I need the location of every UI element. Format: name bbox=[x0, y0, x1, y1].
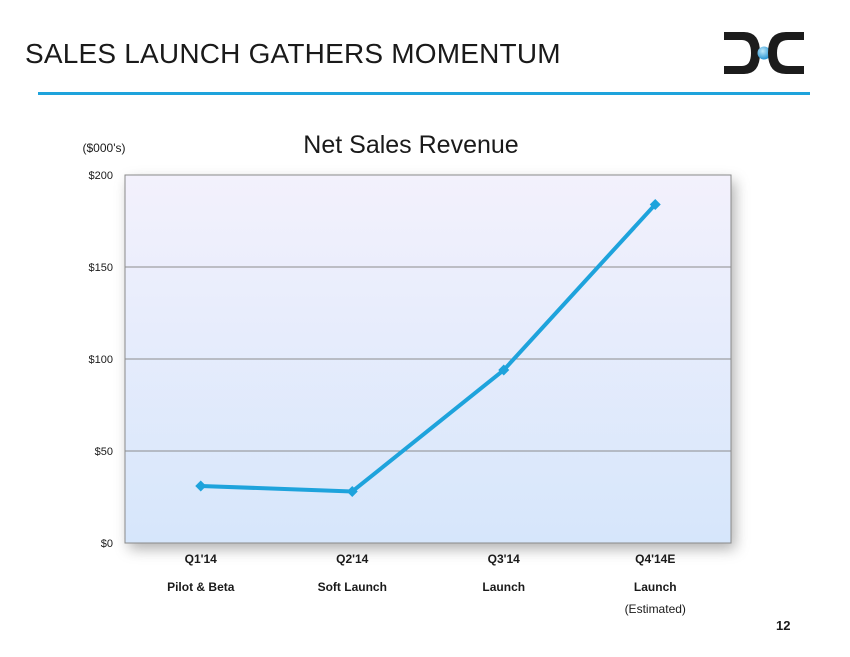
x-tick-label: Q3'14 bbox=[488, 552, 521, 566]
x-tick-label: Q4'14E bbox=[635, 552, 675, 566]
x-phase-label: Soft Launch bbox=[318, 580, 387, 594]
slide-title: SALES LAUNCH GATHERS MOMENTUM bbox=[25, 38, 561, 69]
plot-area bbox=[124, 174, 735, 549]
x-axis: Q1'14 Pilot & Beta Q2'14 Soft Launch Q3'14 La… bbox=[167, 552, 686, 616]
y-axis: $0 $50 $100 $150 $200 bbox=[89, 170, 113, 550]
title-divider bbox=[38, 92, 810, 95]
data-point bbox=[346, 485, 358, 497]
data-point bbox=[649, 198, 661, 210]
x-tick-label: Q1'14 bbox=[185, 552, 218, 566]
x-phase-label: Pilot & Beta bbox=[167, 580, 235, 594]
y-tick-label: $100 bbox=[89, 354, 113, 366]
x-phase-label: Launch bbox=[482, 580, 525, 594]
page-number: 12 bbox=[776, 618, 791, 633]
data-point bbox=[195, 480, 207, 492]
y-tick-label: $150 bbox=[89, 262, 113, 274]
y-tick-label: $0 bbox=[101, 538, 113, 550]
unit-label: ($000's) bbox=[83, 141, 126, 155]
series-layer bbox=[195, 198, 661, 497]
data-point bbox=[498, 364, 510, 376]
y-tick-label: $50 bbox=[95, 446, 113, 458]
gridlines bbox=[125, 266, 731, 452]
logo-center-dot bbox=[757, 46, 771, 60]
series-line bbox=[198, 202, 658, 494]
logo-right-mark bbox=[768, 32, 804, 74]
x-phase-note: (Estimated) bbox=[625, 602, 686, 616]
chart-title: Net Sales Revenue bbox=[303, 131, 518, 159]
dxc-logo bbox=[722, 26, 806, 80]
logo-left-mark bbox=[724, 32, 760, 74]
y-tick-label: $200 bbox=[89, 170, 113, 182]
x-tick-label: Q2'14 bbox=[336, 552, 369, 566]
x-phase-label: Launch bbox=[634, 580, 677, 594]
